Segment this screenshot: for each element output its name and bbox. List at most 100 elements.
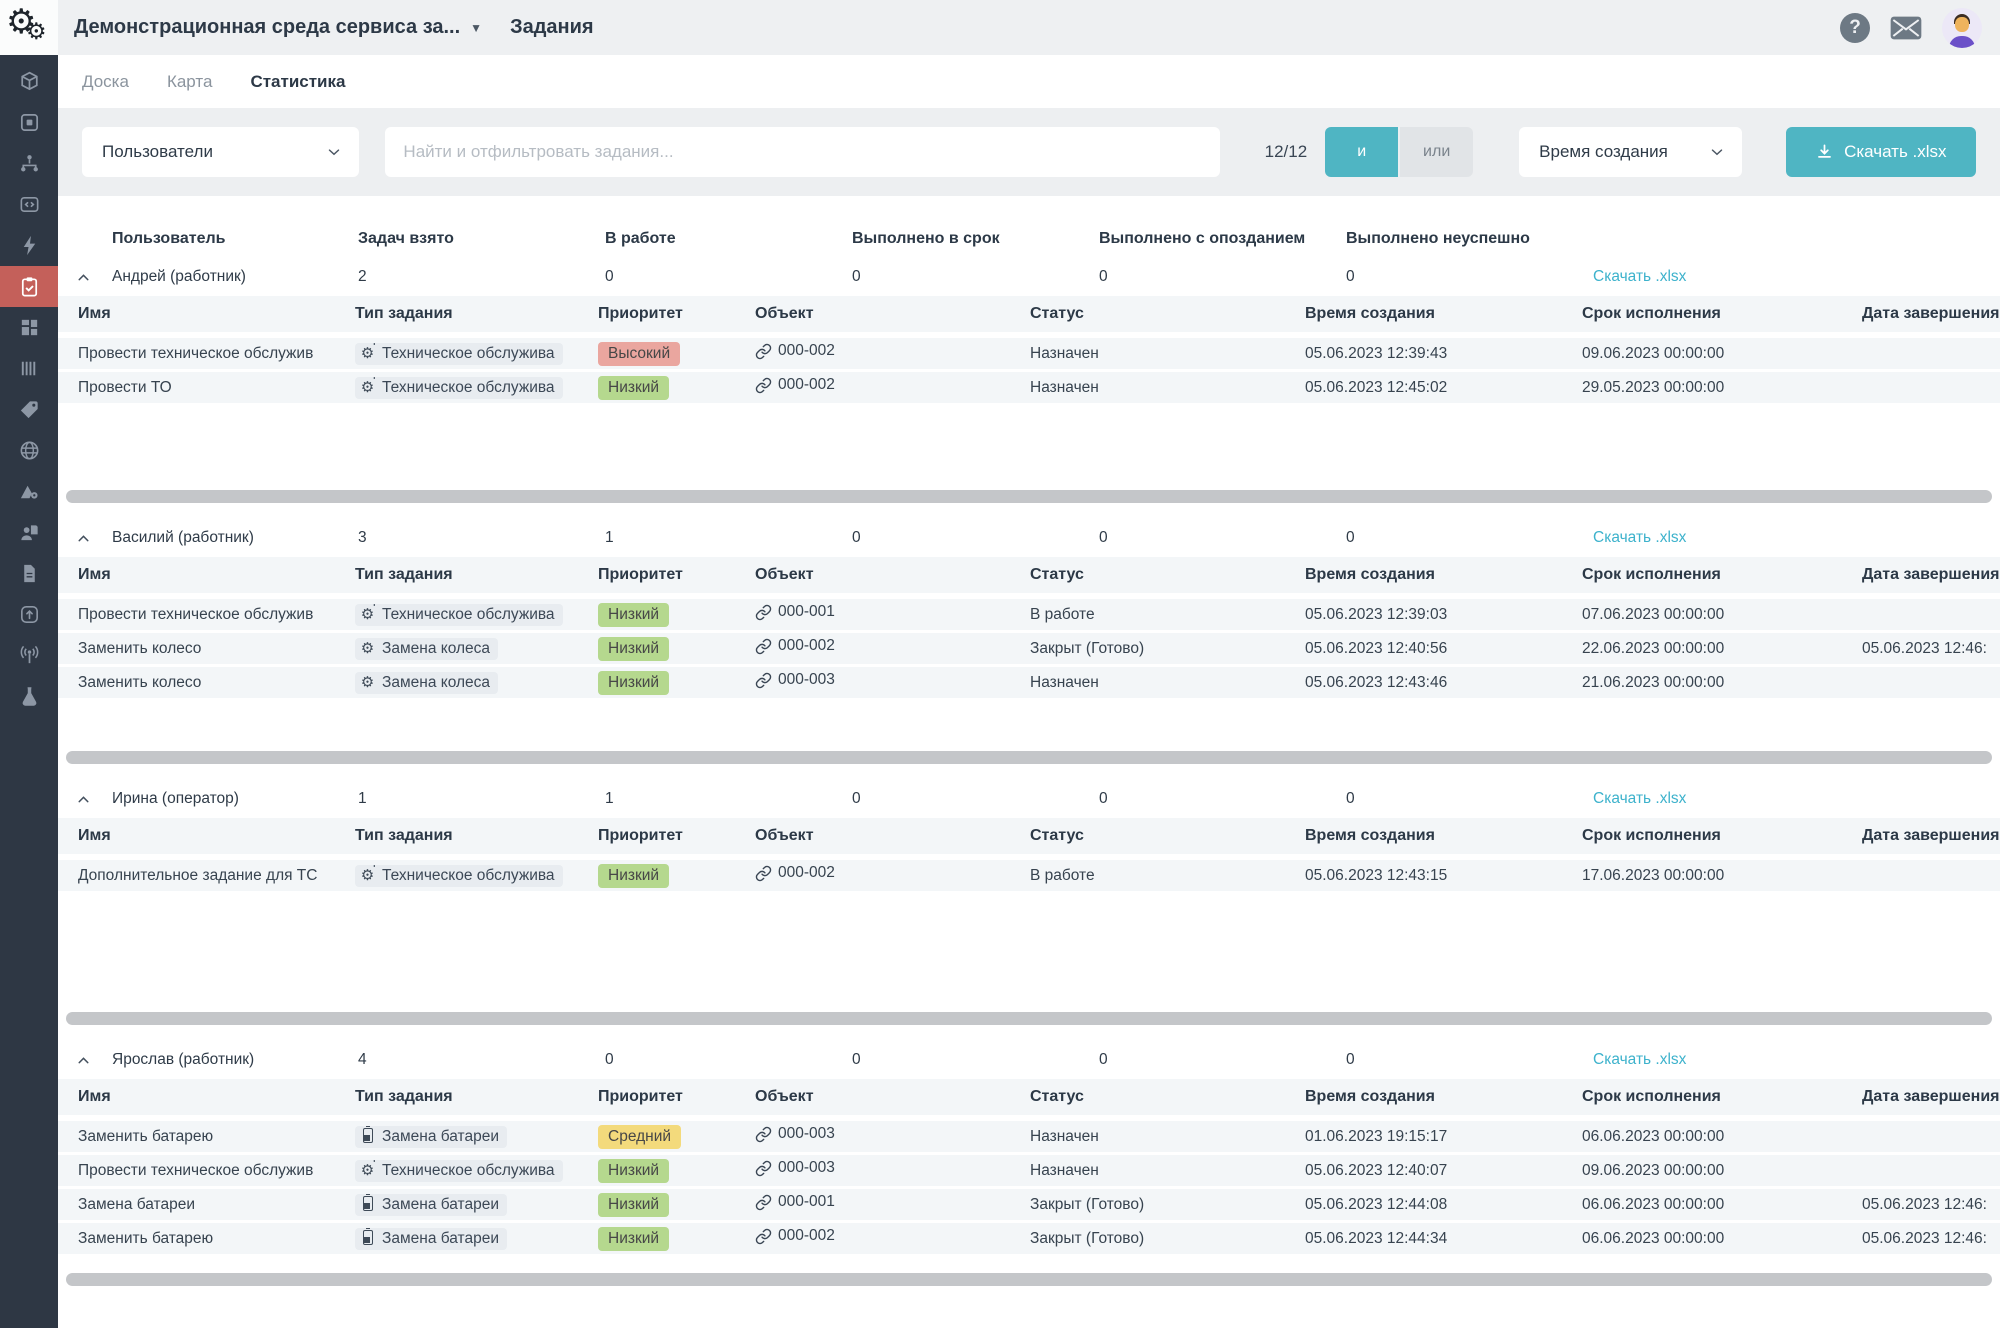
group-download-xlsx-link[interactable]: Скачать .xlsx	[1593, 790, 1687, 807]
stat-in-progress: 0	[605, 1051, 614, 1068]
sidebar-item-code[interactable]	[0, 184, 58, 225]
download-xlsx-label: Скачать .xlsx	[1844, 142, 1947, 161]
stat-done-late: 0	[1099, 268, 1108, 285]
and-toggle-button[interactable]: и	[1325, 127, 1399, 177]
window-icon	[20, 113, 38, 132]
user-name: Ирина (оператор)	[112, 790, 239, 807]
task-type-label: Замена батареи	[382, 1127, 499, 1145]
object-link[interactable]: 000-002	[755, 864, 835, 882]
object-id: 000-001	[778, 1193, 835, 1211]
chevron-down-icon[interactable]: ▼	[470, 20, 483, 35]
help-icon[interactable]: ?	[1840, 12, 1870, 43]
object-link[interactable]: 000-003	[755, 1125, 835, 1143]
object-link[interactable]: 000-002	[755, 342, 835, 360]
sidebar-item-tag[interactable]	[0, 389, 58, 430]
task-created: 05.06.2023 12:44:34	[1305, 1229, 1448, 1247]
priority-badge: Низкий	[598, 1226, 670, 1251]
task-created: 05.06.2023 12:44:08	[1305, 1195, 1448, 1213]
search-input[interactable]	[385, 127, 1221, 177]
task-header-row: Имя Тип задания Приоритет Объект Статус Врем…	[58, 296, 2000, 332]
object-link[interactable]: 000-001	[755, 603, 835, 621]
object-link[interactable]: 000-003	[755, 671, 835, 689]
stat-done-failed: 0	[1346, 268, 1355, 285]
sidebar-item-hierarchy[interactable]	[0, 143, 58, 184]
task-name: Замена батареи	[78, 1195, 195, 1213]
stat-in-progress: 1	[605, 529, 614, 546]
object-link[interactable]: 000-003	[755, 1159, 835, 1177]
mail-icon[interactable]	[1890, 16, 1922, 40]
sidebar-item-document[interactable]	[0, 553, 58, 594]
summary-header: Задач взято	[358, 230, 454, 247]
task-row: Заменить колесо ⚙ Замена колеса Низкий 0…	[58, 633, 2000, 664]
link-icon	[755, 638, 772, 654]
user-filter-select[interactable]: Пользователи	[82, 127, 360, 177]
collapse-chevron-up-icon[interactable]	[75, 269, 112, 286]
tab-статистика[interactable]: Статистика	[250, 71, 346, 91]
stat-done-failed: 0	[1346, 790, 1355, 807]
collapse-chevron-up-icon[interactable]	[75, 530, 112, 547]
download-icon	[1818, 144, 1831, 158]
sort-select[interactable]: Время создания	[1519, 127, 1742, 177]
gear-plus-icon: ⚙ +	[360, 376, 378, 396]
task-row: Заменить колесо ⚙ Замена колеса Низкий 0…	[58, 667, 2000, 698]
sidebar-item-terrain-settings[interactable]	[0, 471, 58, 512]
group-download-xlsx-link[interactable]: Скачать .xlsx	[1593, 529, 1687, 546]
user-name: Василий (работник)	[112, 529, 254, 546]
app-logo[interactable]: ⚙ ⚙	[0, 0, 58, 55]
horizontal-scrollbar[interactable]	[66, 1012, 1992, 1025]
task-type-label: Замена колеса	[382, 673, 491, 691]
task-due: 07.06.2023 00:00:00	[1582, 605, 1725, 623]
task-created: 05.06.2023 12:43:46	[1305, 673, 1448, 691]
object-id: 000-003	[778, 671, 835, 689]
group-download-xlsx-link[interactable]: Скачать .xlsx	[1593, 268, 1687, 285]
link-icon	[755, 1126, 772, 1142]
task-created: 05.06.2023 12:39:43	[1305, 344, 1448, 362]
flask-icon	[22, 687, 36, 706]
blocks-icon	[21, 319, 37, 336]
avatar[interactable]	[1942, 7, 1982, 48]
link-icon	[755, 343, 772, 359]
task-due: 06.06.2023 00:00:00	[1582, 1195, 1725, 1213]
object-link[interactable]: 000-002	[755, 637, 835, 655]
horizontal-scrollbar[interactable]	[66, 751, 1992, 764]
horizontal-scrollbar[interactable]	[66, 1273, 1992, 1286]
link-icon	[755, 1160, 772, 1176]
task-row: Дополнительное задание для ТС ⚙ + Техниче…	[58, 860, 2000, 891]
sidebar-item-lightning[interactable]	[0, 225, 58, 266]
object-id: 000-002	[778, 376, 835, 394]
task-table: Имя Тип задания Приоритет Объект Статус Врем…	[58, 1079, 2000, 1267]
sidebar-item-blocks[interactable]	[0, 307, 58, 348]
sidebar-item-flask[interactable]	[0, 676, 58, 717]
sidebar-item-tasks-clipboard[interactable]	[0, 266, 58, 307]
sidebar-item-globe[interactable]	[0, 430, 58, 471]
collapse-chevron-up-icon[interactable]	[75, 791, 112, 808]
task-name: Заменить колесо	[78, 673, 202, 691]
task-type-badge: Замена батареи	[355, 1125, 507, 1148]
sidebar-item-user-document[interactable]	[0, 512, 58, 553]
task-created: 05.06.2023 12:40:07	[1305, 1161, 1448, 1179]
collapse-chevron-up-icon[interactable]	[75, 1052, 112, 1069]
user-group: Ярослав (работник) 4 0 0 0 0 Скачать .xl…	[58, 1041, 2000, 1286]
sidebar-item-window[interactable]	[0, 102, 58, 143]
sidebar-item-antenna[interactable]	[0, 635, 58, 676]
object-link[interactable]: 000-002	[755, 1227, 835, 1245]
sidebar-item-upload[interactable]	[0, 594, 58, 635]
app-title[interactable]: Демонстрационная среда сервиса за...	[74, 16, 461, 38]
tab-доска[interactable]: Доска	[82, 71, 129, 91]
download-xlsx-button[interactable]: Скачать .xlsx	[1785, 127, 1977, 177]
object-id: 000-002	[778, 864, 835, 882]
object-link[interactable]: 000-001	[755, 1193, 835, 1211]
stat-done-on-time: 0	[852, 529, 861, 546]
sidebar-item-columns[interactable]	[0, 348, 58, 389]
task-header-row: Имя Тип задания Приоритет Объект Статус Врем…	[58, 557, 2000, 593]
user-name: Ярослав (работник)	[112, 1051, 255, 1068]
object-link[interactable]: 000-002	[755, 376, 835, 394]
sidebar-item-cube[interactable]	[0, 61, 58, 102]
group-download-xlsx-link[interactable]: Скачать .xlsx	[1593, 1051, 1687, 1068]
horizontal-scrollbar[interactable]	[66, 490, 1992, 503]
task-type-label: Замена батареи	[382, 1229, 499, 1247]
tab-карта[interactable]: Карта	[166, 71, 213, 91]
or-toggle-button[interactable]: или	[1400, 127, 1474, 177]
stat-done-on-time: 0	[852, 790, 861, 807]
task-row: Провести ТО ⚙ + Техническое обслужива Низ…	[58, 372, 2000, 403]
